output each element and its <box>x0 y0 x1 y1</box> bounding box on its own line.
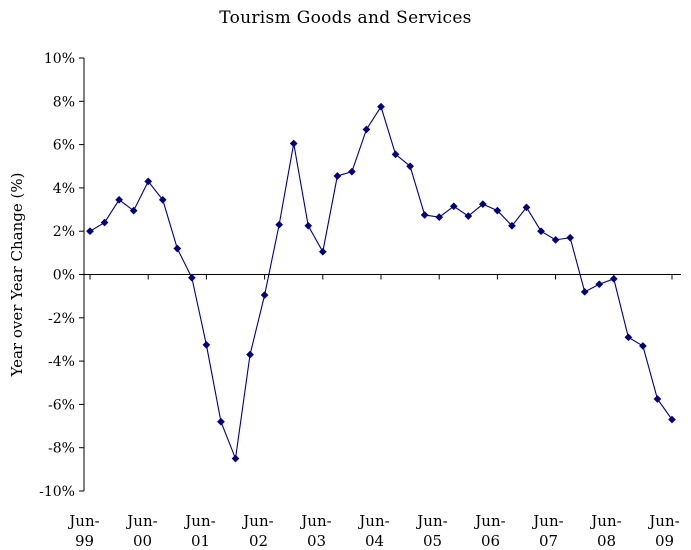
x-tick-label: Jun-06 <box>473 512 505 550</box>
y-tick-label: 2% <box>53 224 75 240</box>
data-point <box>391 150 400 159</box>
data-point <box>304 221 313 230</box>
data-point <box>129 206 138 215</box>
x-tick-label: Jun-00 <box>125 512 157 550</box>
data-point <box>100 218 109 227</box>
data-point <box>449 202 458 211</box>
data-point <box>231 454 240 463</box>
data-point <box>566 233 575 242</box>
y-tick-label: 6% <box>53 138 75 154</box>
x-tick-label: Jun-02 <box>241 512 273 550</box>
data-point <box>275 220 284 229</box>
data-point <box>537 227 546 236</box>
data-point <box>507 221 516 230</box>
data-point <box>653 395 662 403</box>
y-tick-label: -4% <box>48 354 75 370</box>
data-point <box>624 333 633 342</box>
y-tick-label: -2% <box>48 311 75 327</box>
data-point <box>522 203 531 212</box>
x-tick-label: Jun-03 <box>299 512 331 550</box>
data-point <box>333 172 342 180</box>
x-tick-label: Jun-99 <box>67 512 99 550</box>
data-point <box>115 195 124 204</box>
data-point <box>668 415 676 424</box>
data-point <box>478 200 487 209</box>
data-point <box>187 273 196 282</box>
y-tick-label: -10% <box>39 484 75 500</box>
x-tick-label: Jun-07 <box>531 512 563 550</box>
data-point <box>347 167 356 176</box>
data-point <box>377 102 385 111</box>
data-point <box>318 247 327 256</box>
x-tick-label: Jun-08 <box>589 512 621 550</box>
data-point <box>216 417 225 426</box>
data-point <box>464 212 473 220</box>
data-point <box>420 211 429 219</box>
data-point <box>289 139 298 148</box>
data-point <box>551 235 560 244</box>
data-point <box>493 206 502 215</box>
data-point <box>580 287 589 296</box>
y-tick-label: -8% <box>48 441 75 457</box>
data-point <box>158 195 167 204</box>
y-tick-label: 0% <box>53 268 75 284</box>
data-point <box>86 227 94 236</box>
data-point <box>406 162 415 171</box>
data-point <box>435 213 444 222</box>
y-tick-label: 4% <box>53 181 75 197</box>
data-point <box>362 125 371 134</box>
data-point <box>202 340 211 349</box>
data-point <box>260 291 269 300</box>
data-point <box>246 350 255 359</box>
data-point <box>638 341 647 350</box>
data-point <box>609 274 618 283</box>
y-tick-label: -6% <box>48 397 75 413</box>
series-line <box>89 105 673 461</box>
x-tick-label: Jun-05 <box>415 512 447 550</box>
y-tick-label: 10% <box>44 51 75 67</box>
y-axis-title: Year over Year Change (%) <box>8 173 26 378</box>
x-tick-label: Jun-01 <box>183 512 215 550</box>
data-point <box>144 177 153 186</box>
chart-title: Tourism Goods and Services <box>219 8 472 28</box>
data-point <box>595 280 604 289</box>
x-tick-label: Jun-04 <box>357 512 389 550</box>
x-tick-label: Jun-09 <box>647 512 679 550</box>
y-tick-label: 8% <box>53 94 75 110</box>
data-point <box>173 244 182 253</box>
